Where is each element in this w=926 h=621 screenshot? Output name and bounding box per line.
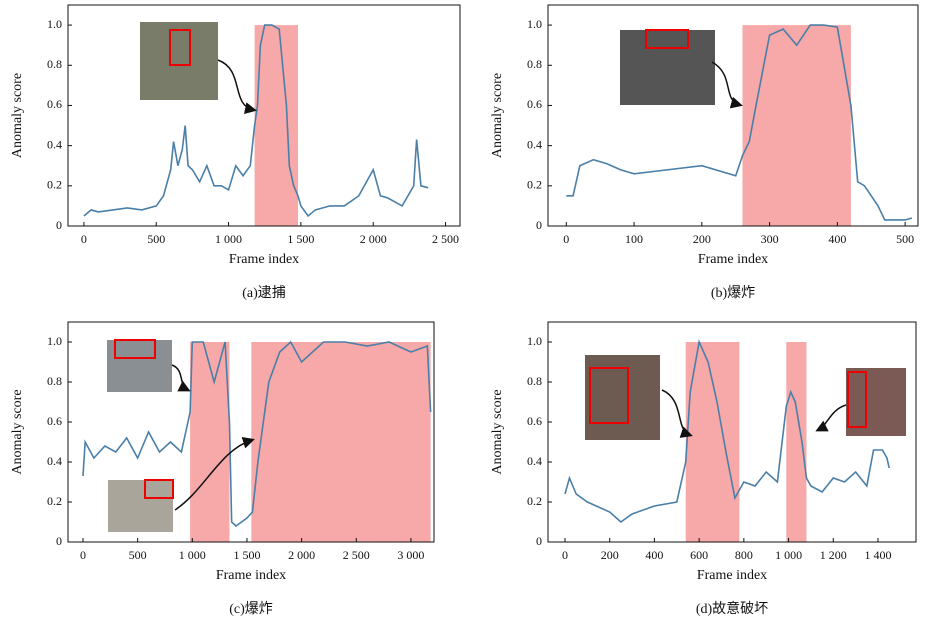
x-tick-label: 400	[828, 232, 846, 246]
x-tick-label: 300	[761, 232, 779, 246]
x-tick-label: 2 500	[432, 232, 459, 246]
x-tick-label: 400	[645, 548, 663, 562]
x-tick-label: 1 000	[775, 548, 802, 562]
y-axis-label: Anomaly score	[10, 389, 25, 474]
y-tick-label: 0.4	[47, 454, 62, 468]
inset-image	[140, 22, 218, 100]
score-line	[566, 25, 912, 220]
x-tick-label: 0	[562, 548, 568, 562]
x-axis-label: Frame index	[216, 568, 286, 583]
anomaly-range	[786, 342, 806, 542]
anomaly-range	[742, 25, 850, 226]
y-tick-label: 0.8	[47, 374, 62, 388]
y-tick-label: 1.0	[527, 17, 542, 31]
arrow	[818, 405, 846, 430]
x-tick-label: 200	[601, 548, 619, 562]
anomaly-range	[190, 342, 229, 542]
x-tick-label: 100	[625, 232, 643, 246]
inset-image	[846, 368, 906, 436]
x-tick-label: 1 400	[864, 548, 891, 562]
x-tick-label: 600	[690, 548, 708, 562]
y-tick-label: 0.6	[47, 97, 62, 111]
y-tick-label: 0.6	[527, 97, 542, 111]
y-tick-label: 0.8	[527, 57, 542, 71]
y-tick-label: 0.4	[527, 137, 542, 151]
y-tick-label: 0.2	[527, 494, 542, 508]
x-tick-label: 2 500	[343, 548, 370, 562]
x-axis-label: Frame index	[698, 252, 768, 267]
y-tick-label: 0.8	[47, 57, 62, 71]
y-tick-label: 0.4	[47, 137, 62, 151]
x-tick-label: 3 000	[397, 548, 424, 562]
y-tick-label: 0	[536, 218, 542, 232]
y-tick-label: 1.0	[47, 17, 62, 31]
arrow	[712, 62, 740, 105]
inset-image	[620, 30, 715, 105]
y-tick-label: 0.8	[527, 374, 542, 388]
x-axis-label: Frame index	[229, 252, 299, 267]
y-tick-label: 0.4	[527, 454, 542, 468]
x-tick-label: 2 000	[360, 232, 387, 246]
x-tick-label: 1 000	[179, 548, 206, 562]
x-tick-label: 0	[563, 232, 569, 246]
x-tick-label: 1 500	[287, 232, 314, 246]
y-tick-label: 0.2	[47, 178, 62, 192]
x-tick-label: 500	[147, 232, 165, 246]
anomaly-range	[251, 342, 430, 542]
y-tick-label: 0.6	[47, 414, 62, 428]
y-tick-label: 0	[56, 218, 62, 232]
y-axis-label: Anomaly score	[490, 389, 505, 474]
x-axis-label: Frame index	[697, 568, 767, 583]
x-tick-label: 1 000	[215, 232, 242, 246]
page: 0 0.2 0.4 0.6 0.8 1.0 0 500 1 000 1 500 2 000 2 500…	[0, 0, 926, 621]
figure: 0 0.2 0.4 0.6 0.8 1.0 0 500 1 000 1 500 2 000 2 500…	[0, 0, 926, 621]
plot-frame	[548, 5, 918, 226]
caption: (c)爆炸	[229, 601, 273, 617]
caption: (b)爆炸	[711, 285, 755, 301]
y-axis-label: Anomaly score	[10, 73, 25, 158]
y-axis-label: Anomaly score	[490, 73, 505, 158]
x-tick-label: 1 200	[820, 548, 847, 562]
x-tick-label: 0	[80, 548, 86, 562]
y-tick-label: 0	[56, 534, 62, 548]
x-tick-label: 500	[129, 548, 147, 562]
x-tick-label: 2 000	[288, 548, 315, 562]
y-tick-label: 0.2	[47, 494, 62, 508]
x-tick-label: 500	[896, 232, 914, 246]
y-tick-label: 0.2	[527, 178, 542, 192]
inset-image	[108, 480, 173, 532]
x-tick-label: 1 500	[233, 548, 260, 562]
x-tick-label: 800	[735, 548, 753, 562]
y-tick-label: 0	[536, 534, 542, 548]
arrow	[172, 365, 188, 390]
x-tick-label: 200	[693, 232, 711, 246]
anomaly-range	[255, 25, 298, 226]
caption: (a)逮捕	[242, 285, 286, 301]
arrow	[218, 60, 254, 110]
inset-image	[107, 340, 172, 392]
y-tick-label: 1.0	[47, 334, 62, 348]
caption: (d)故意破坏	[696, 600, 768, 617]
y-tick-label: 1.0	[527, 334, 542, 348]
y-tick-label: 0.6	[527, 414, 542, 428]
x-tick-label: 0	[81, 232, 87, 246]
